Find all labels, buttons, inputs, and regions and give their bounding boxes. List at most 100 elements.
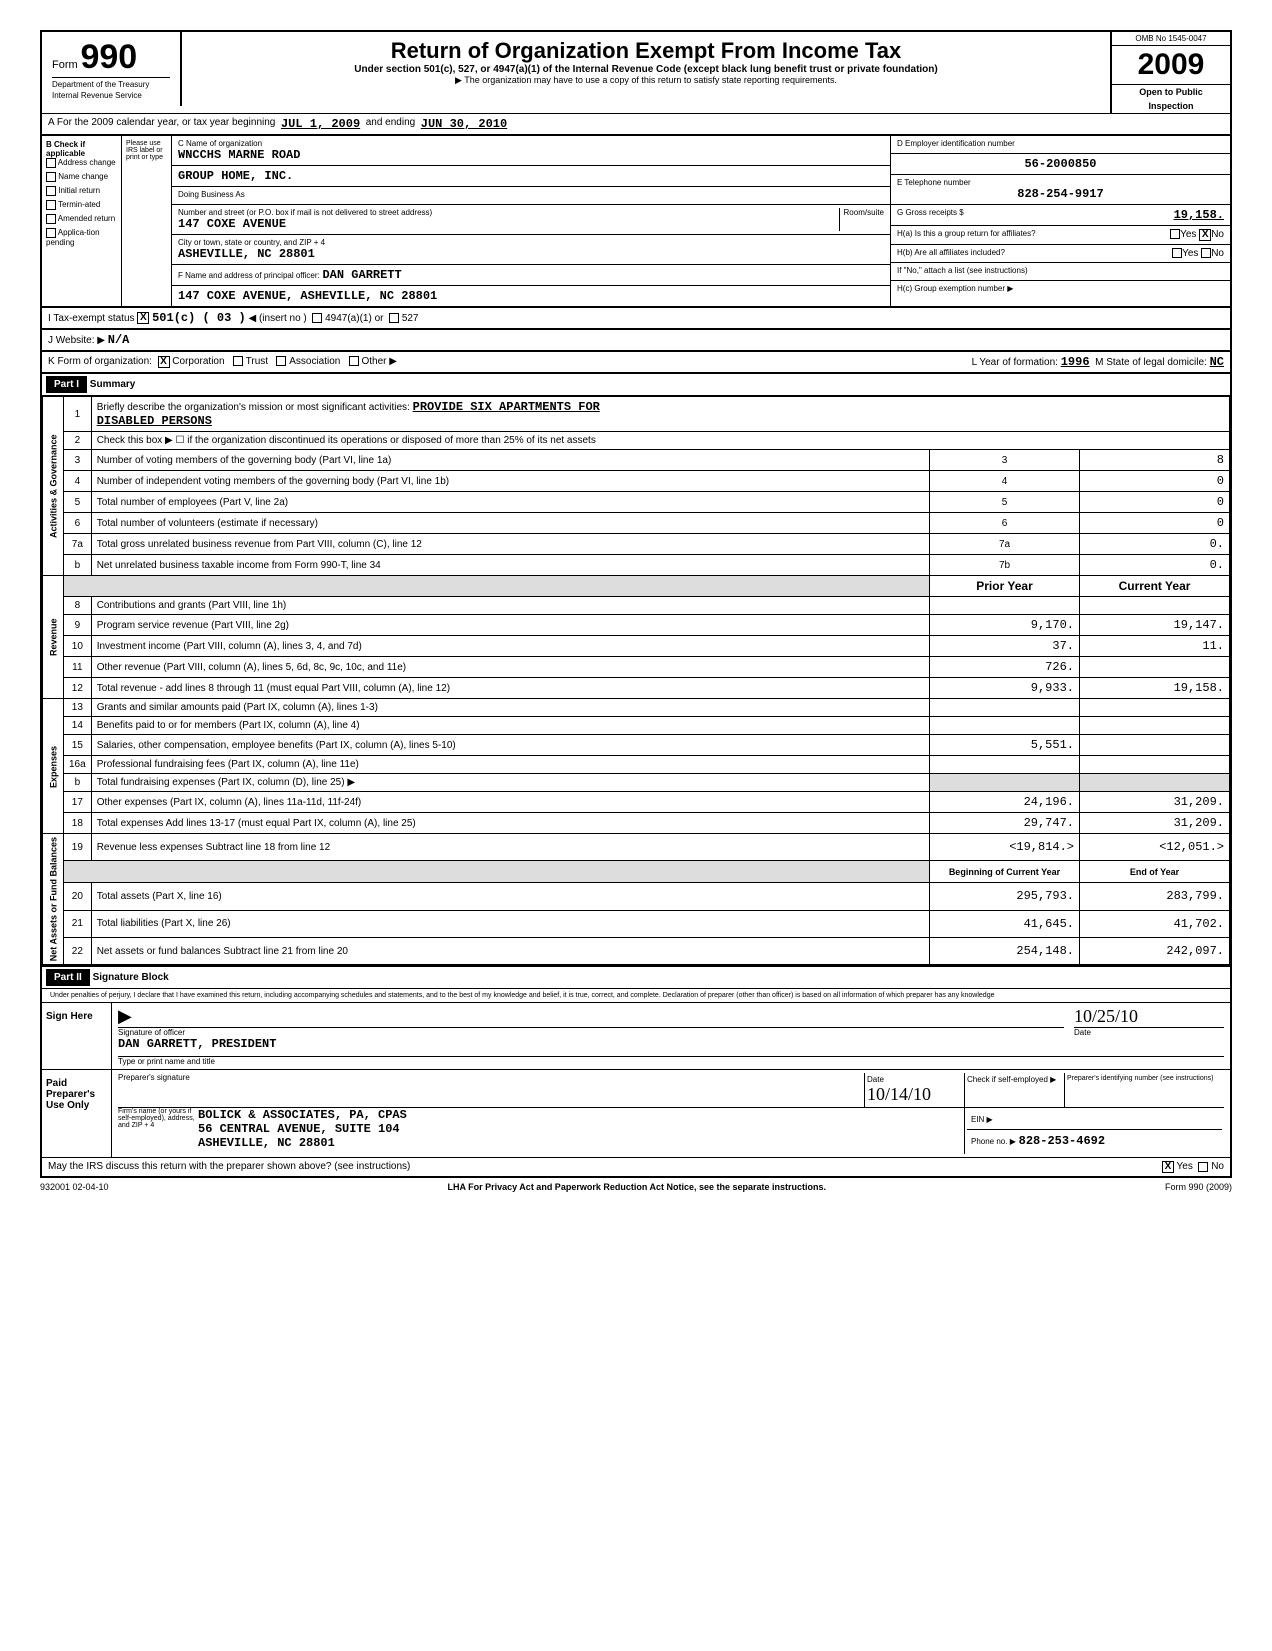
line-5-val: 0 [1080, 492, 1230, 513]
checkbox-column: B Check if applicable Address change Nam… [42, 136, 122, 306]
form-number: 990 [80, 38, 137, 76]
please-label: Please use IRS label or print or type [122, 136, 172, 306]
line-12: Total revenue - add lines 8 through 11 (… [91, 678, 929, 699]
check-initial[interactable] [46, 186, 56, 196]
line-7a-val: 0. [1080, 534, 1230, 555]
k-assoc-check[interactable] [276, 356, 286, 366]
e-label: E Telephone number [897, 178, 1224, 187]
i-501c: 501(c) ( 03 ) [152, 311, 246, 325]
officer-signature: ▶ [118, 1006, 1064, 1028]
side-expenses: Expenses [43, 699, 64, 834]
discuss-yes[interactable]: X [1162, 1161, 1174, 1173]
i-insert: ◀ (insert no ) [249, 313, 307, 324]
row-a: A For the 2009 calendar year, or tax yea… [40, 113, 1232, 136]
check-amended[interactable] [46, 214, 56, 224]
end-year-hdr: End of Year [1080, 861, 1230, 883]
line-4-val: 0 [1080, 471, 1230, 492]
check-name[interactable] [46, 172, 56, 182]
part-2: Part II Signature Block Under penalties … [40, 967, 1232, 1178]
line-9-curr: 19,147. [1080, 615, 1230, 636]
line-2: Check this box ▶ ☐ if the organization d… [91, 432, 1229, 450]
hb-no[interactable] [1201, 248, 1211, 258]
addr-label: Number and street (or P.O. box if mail i… [178, 208, 432, 217]
prep-phone: 828-253-4692 [1019, 1134, 1105, 1148]
row-j: J Website: ▶ N/A [40, 330, 1232, 352]
hb-label: H(b) Are all affiliates included? [897, 248, 1005, 259]
b-header: B Check if applicable [46, 140, 117, 158]
k-label: K Form of organization: [48, 356, 152, 367]
side-revenue: Revenue [43, 576, 64, 699]
line-16a: Professional fundraising fees (Part IX, … [91, 756, 929, 774]
line-9-prior: 9,170. [930, 615, 1080, 636]
ha-no[interactable]: X [1199, 229, 1211, 241]
year-formation: 1996 [1061, 355, 1090, 369]
check-application[interactable] [46, 228, 56, 238]
website: N/A [108, 333, 130, 347]
perjury-text: Under penalties of perjury, I declare th… [42, 989, 1230, 1003]
line-7a: Total gross unrelated business revenue f… [91, 534, 929, 555]
prep-date: 10/14/10 [867, 1084, 962, 1105]
i-label: I Tax-exempt status [48, 313, 135, 324]
line-1-num: 1 [64, 397, 92, 432]
i-527-check[interactable] [389, 313, 399, 323]
city-label: City or town, state or country, and ZIP … [178, 238, 884, 247]
phone-label: Phone no. ▶ [971, 1137, 1016, 1146]
i-4947: 4947(a)(1) or [325, 313, 383, 324]
line-6-val: 0 [1080, 513, 1230, 534]
year-begin: JUL 1, 2009 [281, 117, 360, 131]
line-21: Total liabilities (Part X, line 26) [91, 910, 929, 937]
dept-treasury: Department of the Treasury [52, 77, 170, 89]
i-501c-check[interactable]: X [137, 312, 149, 324]
state-domicile: NC [1210, 355, 1224, 369]
line-6: Total number of volunteers (estimate if … [91, 513, 929, 534]
name-title-label: Type or print name and title [118, 1057, 1224, 1066]
hb-yes[interactable] [1172, 248, 1182, 258]
k-trust-check[interactable] [233, 356, 243, 366]
d-label: D Employer identification number [897, 139, 1224, 148]
line-17-prior: 24,196. [930, 792, 1080, 813]
line-19: Revenue less expenses Subtract line 18 f… [91, 834, 929, 861]
k-corp-check[interactable]: X [158, 356, 170, 368]
street-address: 147 COXE AVENUE [178, 217, 286, 231]
line-20-prior: 295,793. [930, 883, 1080, 910]
prep-signature [198, 1073, 864, 1107]
firm-label: Firm's name (or yours if self-employed),… [118, 1108, 198, 1154]
line-10-curr: 11. [1080, 636, 1230, 657]
line-12-prior: 9,933. [930, 678, 1080, 699]
i-4947-check[interactable] [312, 313, 322, 323]
line-10-prior: 37. [930, 636, 1080, 657]
side-net-assets: Net Assets or Fund Balances [43, 834, 64, 965]
c-label: C Name of organization [178, 139, 884, 148]
line-18: Total expenses Add lines 13-17 (must equ… [91, 813, 929, 834]
begin-year-hdr: Beginning of Current Year [930, 861, 1080, 883]
line-21-curr: 41,702. [1080, 910, 1230, 937]
sig-officer-label: Signature of officer [118, 1028, 1064, 1037]
side-activities: Activities & Governance [43, 397, 64, 576]
hc-label: H(c) Group exemption number ▶ [891, 281, 1230, 299]
line-18-curr: 31,209. [1080, 813, 1230, 834]
curr-year-hdr: Current Year [1080, 576, 1230, 597]
line-15-prior: 5,551. [930, 735, 1080, 756]
discuss-label: May the IRS discuss this return with the… [48, 1161, 410, 1173]
l-label: L Year of formation: [972, 357, 1058, 368]
check-terminated[interactable] [46, 200, 56, 210]
check-address[interactable] [46, 158, 56, 168]
f-label: F Name and address of principal officer: [178, 271, 320, 280]
prep-id-label: Preparer's identifying number (see instr… [1064, 1073, 1224, 1107]
line-14: Benefits paid to or for members (Part IX… [91, 717, 929, 735]
line-9: Program service revenue (Part VIII, line… [91, 615, 929, 636]
discuss-no[interactable] [1198, 1162, 1208, 1172]
k-other-check[interactable] [349, 356, 359, 366]
part-1: Part I Summary Activities & Governance 1… [40, 374, 1232, 967]
line-12-curr: 19,158. [1080, 678, 1230, 699]
city-state-zip: ASHEVILLE, NC 28801 [178, 247, 315, 261]
line-15: Salaries, other compensation, employee b… [91, 735, 929, 756]
name-column: C Name of organization WNCCHS MARNE ROAD… [172, 136, 890, 306]
prior-year-hdr: Prior Year [930, 576, 1080, 597]
ha-yes[interactable] [1170, 229, 1180, 239]
sign-here-label: Sign Here [42, 1003, 112, 1069]
line-17: Other expenses (Part IX, column (A), lin… [91, 792, 929, 813]
line-1-desc: Briefly describe the organization's miss… [97, 402, 410, 413]
summary-table: Activities & Governance 1 Briefly descri… [42, 396, 1230, 965]
right-column: D Employer identification number 56-2000… [890, 136, 1230, 306]
